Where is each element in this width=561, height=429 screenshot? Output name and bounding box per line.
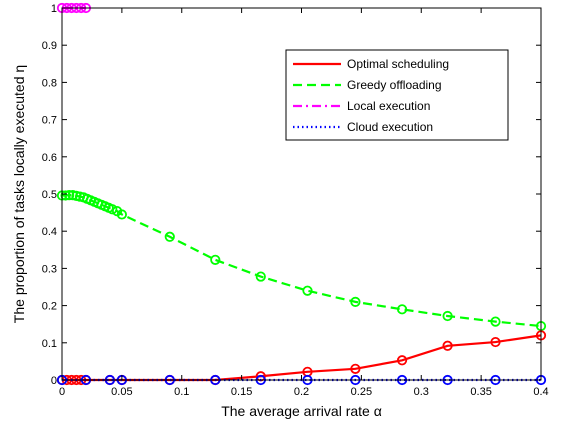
data-point [396,304,408,315]
x-tick-label: 0.25 [351,386,372,398]
legend-label: Greedy offloading [347,78,442,92]
ticks-layer: 0 0.05 0.1 0.15 0.2 0.25 0.3 0.35 0.4 0 0.1 0.2 0.3 0… [42,3,549,398]
data-point [442,340,453,351]
y-tick-label: 0.7 [42,115,57,127]
x-tick-label: 0.3 [414,386,429,398]
y-axis-label: The proportion of tasks locally executed… [11,65,27,323]
data-point [442,310,453,322]
y-tick-label: 1 [51,3,57,15]
data-point [490,316,501,327]
data-point [396,355,408,366]
data-point [210,254,221,265]
data-point [64,190,75,201]
legend-label: Local execution [347,99,430,113]
y-tick-label: 0.2 [42,301,57,313]
x-tick-label: 0.15 [231,386,252,398]
data-point [60,190,71,201]
y-tick-label: 0.4 [42,226,57,238]
x-tick-label: 0.2 [294,386,309,398]
data-point [255,271,266,282]
x-tick-label: 0.05 [111,386,132,398]
y-tick-label: 0.5 [42,189,57,201]
x-axis-label: The average arrival rate α [221,403,382,419]
data-point [302,285,313,296]
y-tick-label: 0.8 [42,77,57,89]
x-tick-label: 0.4 [533,386,548,398]
data-point [107,204,118,215]
y-tick-label: 0.3 [42,263,57,275]
x-tick-label: 0.1 [174,386,189,398]
legend-label: Optimal scheduling [347,57,449,71]
x-tick-label: 0.35 [470,386,491,398]
data-point [350,296,361,307]
legend: Optimal scheduling Greedy offloading Local… [285,49,509,141]
y-tick-label: 0 [51,375,57,387]
y-tick-label: 0.1 [42,338,57,350]
x-tick-label: 0 [59,386,65,398]
y-tick-label: 0.9 [42,40,57,52]
legend-label: Cloud execution [347,120,433,134]
data-point [116,209,127,220]
y-tick-label: 0.6 [42,152,57,164]
data-point [350,363,361,374]
data-point [164,231,175,242]
data-point [490,336,501,348]
